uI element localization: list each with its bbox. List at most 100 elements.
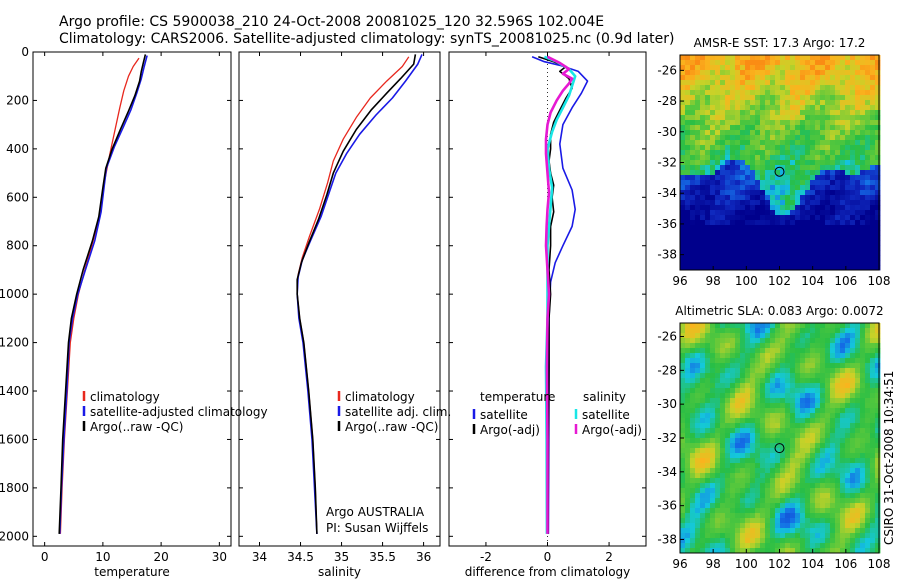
map-cell bbox=[685, 215, 691, 221]
map-cell bbox=[735, 373, 741, 379]
map-cell bbox=[680, 388, 686, 394]
map-cell bbox=[820, 358, 826, 364]
map-cell bbox=[805, 398, 811, 404]
map-cell bbox=[810, 175, 816, 181]
map-cell bbox=[830, 180, 836, 186]
map-cell bbox=[840, 145, 846, 151]
map-cell bbox=[775, 343, 781, 349]
map-cell bbox=[830, 165, 836, 171]
map-cell bbox=[690, 528, 696, 534]
map-cell bbox=[805, 528, 811, 534]
map-cell bbox=[700, 155, 706, 161]
map-cell bbox=[795, 453, 801, 459]
map-cell bbox=[845, 528, 851, 534]
map-cell bbox=[830, 513, 836, 519]
map-cell bbox=[845, 265, 851, 271]
map-cell bbox=[790, 150, 796, 156]
map-cell bbox=[855, 323, 861, 329]
map-cell bbox=[840, 195, 846, 201]
map-cell bbox=[855, 328, 861, 334]
map-cell bbox=[825, 368, 831, 374]
map-cell bbox=[785, 423, 791, 429]
map-cell bbox=[840, 478, 846, 484]
map-cell bbox=[730, 503, 736, 509]
map-cell bbox=[795, 398, 801, 404]
map-cell bbox=[785, 483, 791, 489]
map-cell bbox=[830, 508, 836, 514]
map-cell bbox=[705, 393, 711, 399]
map-cell bbox=[865, 200, 871, 206]
map-cell bbox=[815, 165, 821, 171]
map-cell bbox=[775, 180, 781, 186]
map-cell bbox=[790, 413, 796, 419]
map-cell bbox=[785, 255, 791, 261]
map-cell bbox=[820, 210, 826, 216]
map-cell bbox=[740, 523, 746, 529]
map-cell bbox=[730, 368, 736, 374]
map-cell bbox=[795, 85, 801, 91]
map-cell bbox=[740, 348, 746, 354]
map-cell bbox=[705, 175, 711, 181]
map-cell bbox=[745, 105, 751, 111]
map-cell bbox=[870, 363, 876, 369]
map-cell bbox=[700, 528, 706, 534]
map-cell bbox=[765, 210, 771, 216]
panel-frame bbox=[238, 51, 441, 547]
map-cell bbox=[705, 60, 711, 66]
map-cell bbox=[815, 458, 821, 464]
map-cell bbox=[680, 433, 686, 439]
map-cell bbox=[795, 418, 801, 424]
map-cell bbox=[805, 468, 811, 474]
map-cell bbox=[705, 80, 711, 86]
map-cell bbox=[810, 135, 816, 141]
map-cell bbox=[770, 468, 776, 474]
map-cell bbox=[830, 423, 836, 429]
map-cell bbox=[685, 240, 691, 246]
map-cell bbox=[840, 328, 846, 334]
map-cell bbox=[800, 393, 806, 399]
map-cell bbox=[715, 533, 721, 539]
map-cell bbox=[720, 368, 726, 374]
map-cell bbox=[785, 225, 791, 231]
map-cell bbox=[800, 413, 806, 419]
map-cell bbox=[870, 438, 876, 444]
map-cell bbox=[860, 205, 866, 211]
map-title: Altimetric SLA: 0.083 Argo: 0.0072 bbox=[675, 304, 883, 318]
map-cell bbox=[855, 428, 861, 434]
map-cell bbox=[680, 413, 686, 419]
map-cell bbox=[775, 333, 781, 339]
map-cell bbox=[725, 175, 731, 181]
map-cell bbox=[685, 165, 691, 171]
map-cell bbox=[850, 418, 856, 424]
map-cell bbox=[805, 85, 811, 91]
map-cell bbox=[865, 90, 871, 96]
map-cell bbox=[765, 115, 771, 121]
x-tick-label: 108 bbox=[868, 557, 891, 571]
map-cell bbox=[855, 125, 861, 131]
map-cell bbox=[870, 190, 876, 196]
map-cell bbox=[785, 260, 791, 266]
map-cell bbox=[760, 488, 766, 494]
map-cell bbox=[730, 195, 736, 201]
map-cell bbox=[685, 508, 691, 514]
map-cell bbox=[790, 403, 796, 409]
map-cell bbox=[765, 105, 771, 111]
map-cell bbox=[800, 155, 806, 161]
map-cell bbox=[805, 473, 811, 479]
map-cell bbox=[870, 328, 876, 334]
map-cell bbox=[715, 423, 721, 429]
map-cell bbox=[715, 403, 721, 409]
map-cell bbox=[760, 513, 766, 519]
map-cell bbox=[730, 250, 736, 256]
map-cell bbox=[735, 483, 741, 489]
map-cell bbox=[725, 90, 731, 96]
map-cell bbox=[730, 518, 736, 524]
map-cell bbox=[705, 180, 711, 186]
map-cell bbox=[845, 225, 851, 231]
map-cell bbox=[850, 180, 856, 186]
map-cell bbox=[825, 250, 831, 256]
map-cell bbox=[815, 368, 821, 374]
map-cell bbox=[755, 200, 761, 206]
map-cell bbox=[770, 473, 776, 479]
map-cell bbox=[745, 473, 751, 479]
